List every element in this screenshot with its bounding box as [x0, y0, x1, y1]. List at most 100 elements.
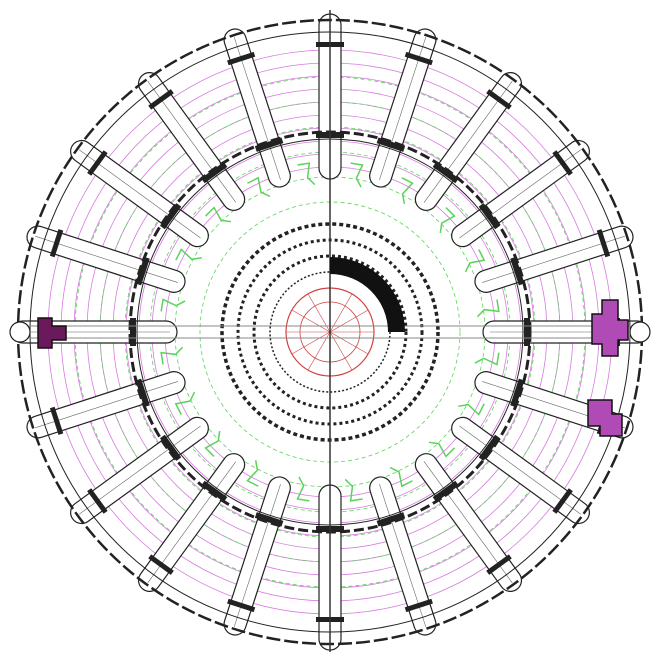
- green-mark: [160, 298, 186, 312]
- green-fragment: [401, 177, 414, 204]
- green-mark: [476, 299, 500, 318]
- rib-joint: [135, 378, 150, 408]
- green-fragment: [297, 162, 316, 186]
- rib-axis: [379, 484, 427, 627]
- rib-joint: [376, 137, 406, 152]
- core-line: [329, 309, 369, 333]
- green-mark: [474, 352, 500, 366]
- rib: [137, 453, 246, 592]
- rib-joint: [510, 256, 525, 286]
- rib-joint: [552, 150, 573, 176]
- core-line: [329, 331, 369, 355]
- rib: [70, 416, 209, 525]
- green-fragment: [160, 346, 184, 365]
- right-stair: [587, 399, 623, 437]
- rib-joint: [486, 554, 512, 575]
- dark-wedge: [330, 257, 405, 332]
- left-stair: [37, 317, 67, 349]
- rib-joint: [254, 512, 284, 527]
- rib: [11, 318, 178, 346]
- green-fragment: [204, 430, 221, 457]
- rib-joint: [201, 161, 228, 184]
- rib-joint: [49, 229, 64, 258]
- rib-axis: [459, 149, 581, 239]
- rib-joint: [376, 512, 406, 527]
- rib-joint: [432, 480, 459, 503]
- rib-joint: [596, 229, 611, 258]
- rib-joint: [404, 598, 433, 613]
- green-mark: [246, 460, 259, 487]
- rib-joint: [552, 488, 573, 514]
- rib-joint: [478, 434, 501, 461]
- rib-joint: [201, 480, 228, 503]
- green-fragment: [296, 476, 310, 502]
- rib-joint: [87, 150, 108, 176]
- rib-axis: [233, 484, 281, 627]
- rib-axis: [423, 461, 513, 583]
- rib-joint: [87, 488, 108, 514]
- end-cap: [9, 321, 31, 343]
- green-fragment: [389, 466, 413, 488]
- rib-axis: [35, 235, 178, 283]
- rib-axis: [233, 37, 281, 180]
- rib-joint: [404, 51, 433, 66]
- green-mark: [344, 478, 363, 502]
- rib-joint: [432, 161, 459, 184]
- green-mark: [458, 403, 485, 416]
- green-fragment: [464, 249, 486, 273]
- rib-joint: [478, 203, 501, 230]
- core-line: [291, 331, 331, 355]
- rib-joint: [227, 598, 256, 613]
- rib-axis: [459, 425, 581, 515]
- green-mark: [401, 177, 414, 204]
- rib-joint: [510, 378, 525, 408]
- rib: [414, 453, 523, 592]
- green-fragment: [458, 403, 485, 416]
- rib: [137, 72, 246, 211]
- end-cap: [629, 321, 651, 343]
- green-mark: [350, 162, 364, 188]
- green-fragment: [474, 352, 500, 366]
- rib-joint: [227, 51, 256, 66]
- green-mark: [160, 346, 184, 365]
- green-mark: [205, 206, 232, 223]
- rib: [414, 72, 523, 211]
- rib-joint: [159, 434, 182, 461]
- rib-axis: [482, 235, 625, 283]
- rib: [451, 139, 590, 248]
- green-fragment: [350, 162, 364, 188]
- rib-axis: [147, 461, 237, 583]
- green-mark: [389, 466, 413, 488]
- green-mark: [297, 162, 316, 186]
- green-fragment: [476, 299, 500, 318]
- green-fragment: [428, 441, 455, 458]
- rib: [70, 139, 209, 248]
- green-mark: [175, 248, 202, 261]
- rib-joint: [486, 89, 512, 110]
- green-fragment: [174, 391, 196, 415]
- core-line: [291, 309, 331, 333]
- green-mark: [247, 176, 271, 198]
- rib-joint: [49, 406, 64, 435]
- green-fragment: [205, 206, 232, 223]
- green-mark: [464, 249, 486, 273]
- green-mark: [204, 430, 221, 457]
- green-mark: [439, 207, 456, 234]
- rib-joint: [135, 256, 150, 286]
- green-fragment: [439, 207, 456, 234]
- right-stair: [591, 299, 629, 357]
- green-fragment: [247, 176, 271, 198]
- rib-joint: [148, 89, 174, 110]
- green-fragment: [175, 248, 202, 261]
- inner-ring: [252, 254, 408, 410]
- green-fragment: [344, 478, 363, 502]
- rib-joint: [148, 554, 174, 575]
- green-fragment: [246, 460, 259, 487]
- green-fragment: [160, 298, 186, 312]
- rib: [451, 416, 590, 525]
- green-mark: [428, 441, 455, 458]
- rib-joint: [254, 137, 284, 152]
- green-mark: [174, 391, 196, 415]
